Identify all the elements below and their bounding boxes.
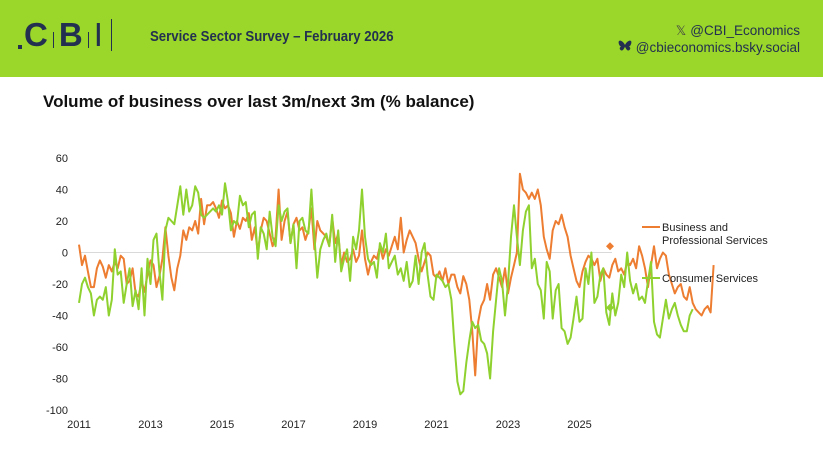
- x-handle[interactable]: @CBI_Economics: [690, 23, 800, 38]
- header-banner: C B I Service Sector Survey – February 2…: [0, 0, 823, 77]
- series-line-consumer: [78, 182, 694, 396]
- x-tick-label: 2017: [281, 419, 305, 431]
- bluesky-butterfly-icon: [618, 39, 632, 56]
- y-tick-label: 40: [56, 185, 68, 197]
- logo-letter-i: I: [93, 16, 103, 53]
- y-tick-label: -60: [52, 342, 68, 354]
- series-group: [78, 172, 715, 396]
- expected-marker-consumer: [606, 303, 614, 312]
- bluesky-handle-row[interactable]: @cbieconomics.bsky.social: [618, 39, 800, 56]
- x-tick-label: 2021: [424, 419, 448, 431]
- x-tick-label: 2023: [496, 419, 520, 431]
- x-axis: 2011 2013 2015 2017 2019 2021 2023 2025: [67, 419, 592, 431]
- y-tick-label: 60: [56, 153, 68, 165]
- x-tick-label: 2013: [138, 419, 162, 431]
- cbi-logo: C B I: [18, 18, 117, 52]
- bluesky-handle[interactable]: @cbieconomics.bsky.social: [635, 40, 800, 55]
- social-handles: 𝕏 @CBI_Economics @cbieconomics.bsky.soci…: [618, 22, 800, 56]
- x-tick-label: 2015: [210, 419, 234, 431]
- y-tick-label: -100: [46, 405, 68, 417]
- x-handle-row[interactable]: 𝕏 @CBI_Economics: [618, 22, 800, 39]
- y-tick-label: -20: [52, 279, 68, 291]
- series-line-business-professional: [78, 172, 715, 377]
- logo-letter-c: C: [24, 16, 48, 53]
- y-tick-label: 0: [62, 248, 68, 260]
- x-tick-label: 2019: [353, 419, 377, 431]
- survey-title: Service Sector Survey – February 2026: [150, 28, 394, 45]
- x-icon: 𝕏: [675, 23, 687, 38]
- y-axis: 60 40 20 0 -20 -40 -60 -80 -100: [46, 153, 68, 417]
- logo-letter-b: B: [58, 16, 83, 53]
- legend-label-business: Business and Professional Services: [662, 222, 768, 247]
- x-tick-label: 2025: [567, 419, 591, 431]
- expected-marker-business-professional: [606, 242, 614, 251]
- x-tick-label: 2011: [67, 419, 91, 431]
- legend: Business and Professional Services Consume…: [642, 222, 768, 285]
- chart-title: Volume of business over last 3m/next 3m …: [43, 92, 475, 111]
- y-tick-label: -40: [52, 311, 68, 323]
- y-tick-label: 20: [56, 216, 68, 228]
- y-tick-label: -80: [52, 374, 68, 386]
- legend-label-consumer: Consumer Services: [662, 273, 758, 285]
